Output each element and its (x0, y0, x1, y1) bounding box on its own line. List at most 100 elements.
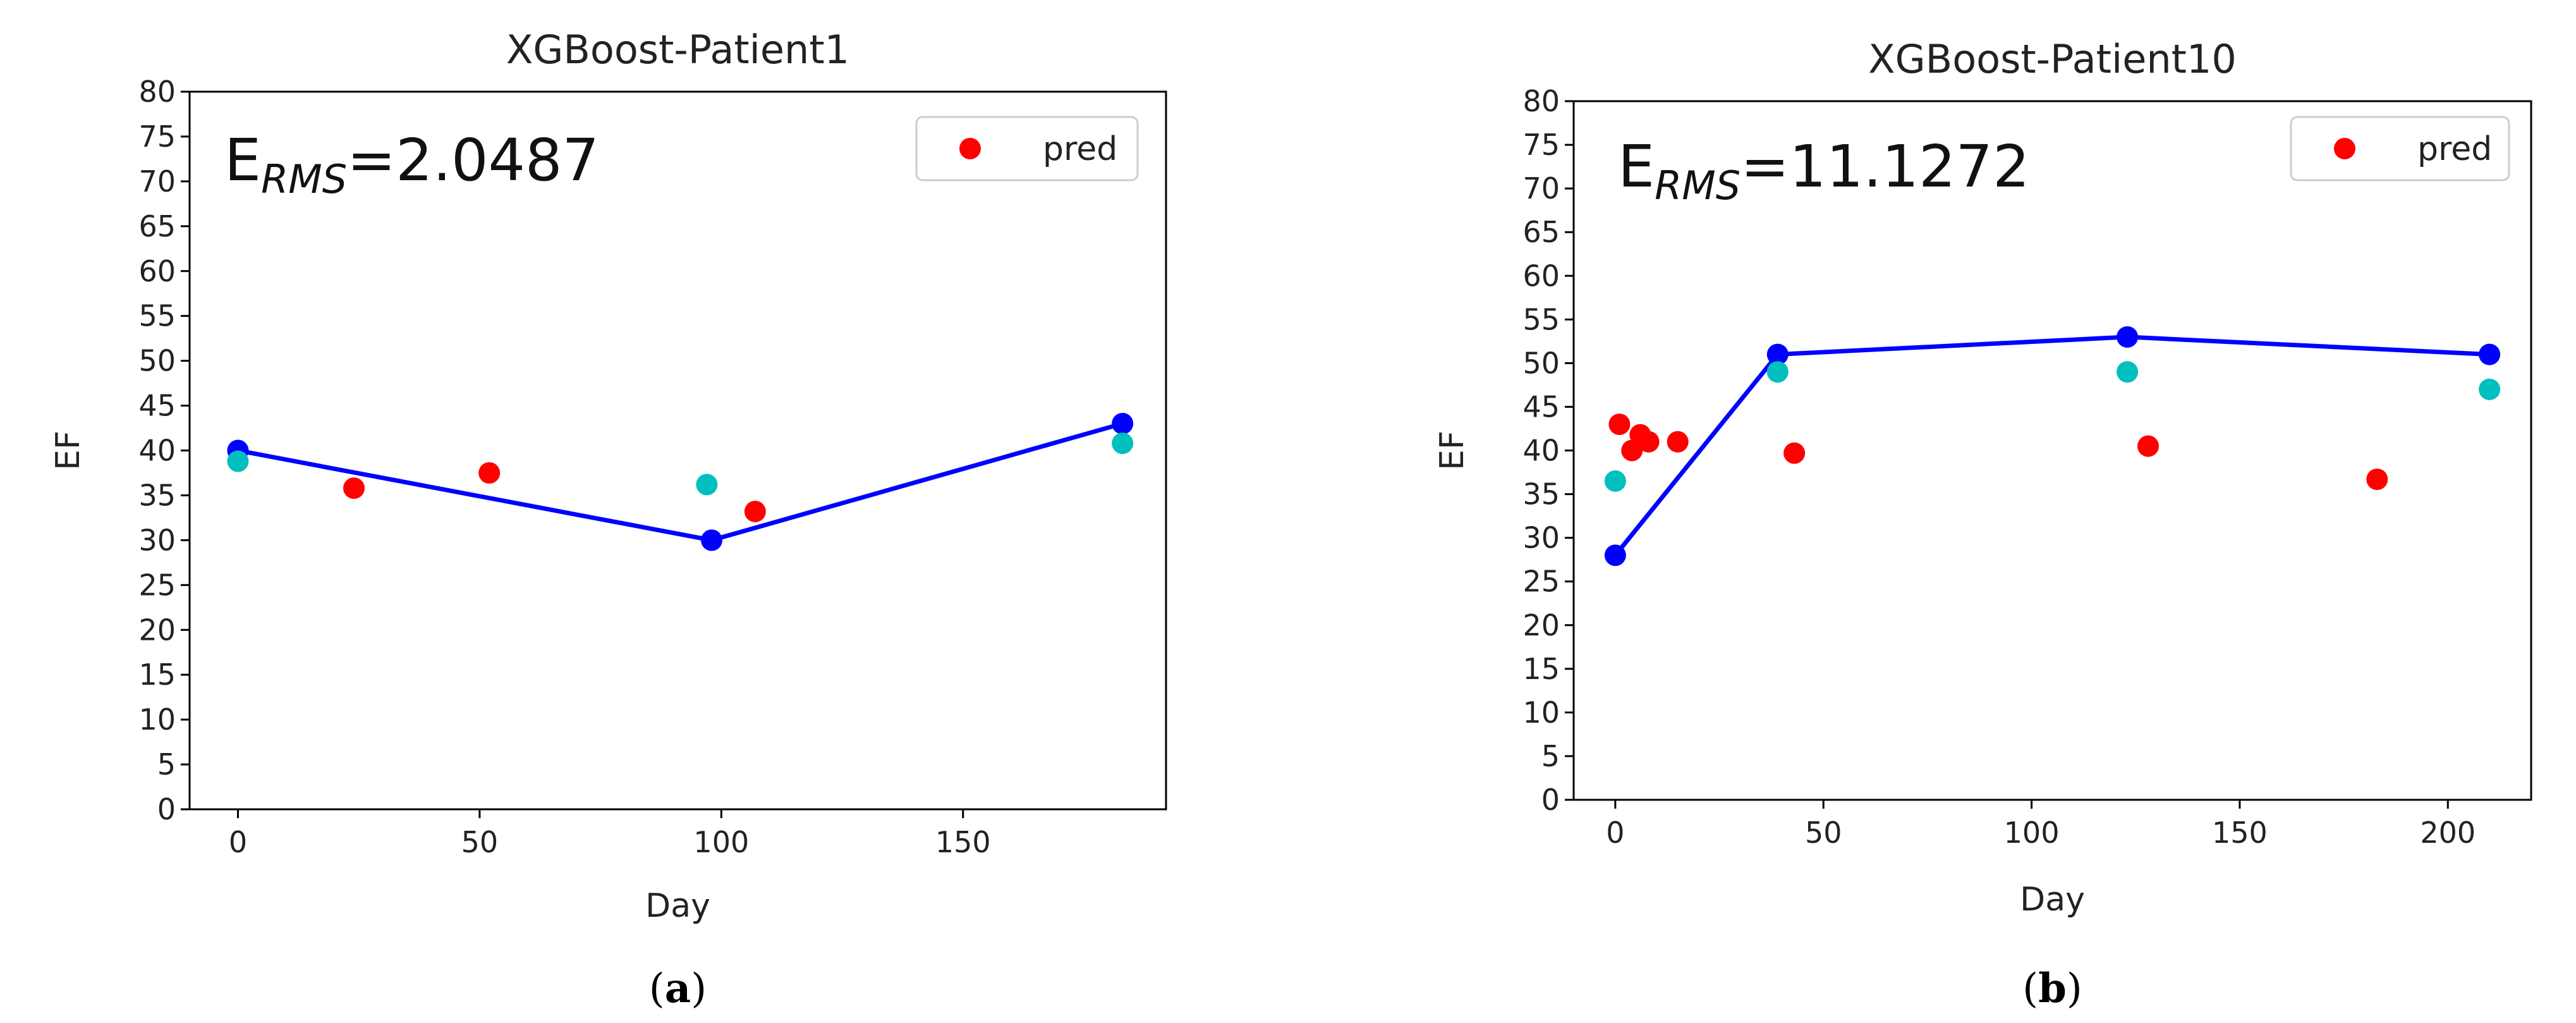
chart-title: XGBoost-Patient1 (506, 27, 849, 73)
rms-annotation: ERMS=11.1272 (1618, 133, 2030, 209)
legend-box (915, 116, 1139, 181)
rms-subscript: RMS (261, 156, 347, 202)
y-tick-label: 70 (138, 164, 176, 199)
y-tick-label: 40 (138, 434, 176, 468)
y-tick-label: 20 (138, 613, 176, 647)
x-tick-label: 100 (693, 825, 749, 859)
y-axis-label: EF (1433, 431, 1471, 470)
y-tick-label: 0 (157, 792, 176, 826)
y-tick-label: 55 (138, 299, 176, 333)
y-tick-label: 35 (1522, 477, 1560, 512)
y-tick-label: 80 (1522, 84, 1560, 118)
rms-annotation: ERMS=2.0487 (224, 126, 599, 202)
y-tick-label: 75 (1522, 128, 1560, 162)
x-axis-label: Day (645, 887, 710, 925)
legend-label: pred (1043, 130, 1117, 168)
actual-point (2117, 361, 2139, 383)
actual-point (1766, 361, 1789, 383)
legend-box (2290, 116, 2510, 181)
rms-prefix: E (1618, 133, 1655, 200)
y-tick-label: 65 (1522, 215, 1560, 249)
series-line (237, 421, 1124, 542)
pred-point (2137, 435, 2159, 457)
y-tick-label: 80 (138, 75, 176, 109)
chart-patient1: XGBoost-Patient1 0 5 10 15 20 25 30 35 40 45 50 55 60… (49, 27, 1167, 1012)
line-point (1766, 343, 1789, 365)
line-point (1604, 544, 1626, 567)
actual-point (1112, 432, 1134, 455)
rms-prefix: E (224, 126, 261, 194)
x-tick-label: 150 (2212, 816, 2268, 850)
line-point (2117, 326, 2139, 348)
caption-open: ( (649, 965, 665, 1012)
rms-value: =11.1272 (1741, 133, 2030, 200)
actual-point (227, 450, 249, 472)
legend-marker (2334, 138, 2355, 159)
panel-caption: (b) (2022, 965, 2082, 1012)
y-tick-label: 10 (138, 702, 176, 737)
y-tick-label: 15 (138, 658, 176, 692)
y-tick-label: 5 (1541, 739, 1560, 773)
line-point (1112, 412, 1134, 434)
pred-point (1783, 442, 1806, 464)
y-tick-label: 30 (1522, 521, 1560, 555)
caption-letter: a (665, 965, 691, 1012)
line-point (701, 529, 723, 551)
y-tick-label: 75 (138, 119, 176, 154)
pred-point (1667, 431, 1689, 453)
legend: pred (915, 116, 1139, 181)
x-tick-label: 0 (1606, 816, 1624, 850)
pred-point (1608, 413, 1631, 436)
y-tick-label: 10 (1522, 695, 1560, 730)
line-point (2479, 343, 2501, 365)
y-tick-label: 15 (1522, 652, 1560, 686)
x-axis-label: Day (2020, 881, 2085, 919)
y-tick-label: 55 (1522, 302, 1560, 336)
y-tick-label: 50 (138, 344, 176, 378)
rms-value: =2.0487 (347, 126, 599, 194)
y-tick-label: 45 (138, 389, 176, 423)
caption-close: ) (691, 965, 707, 1012)
y-tick-label: 65 (138, 209, 176, 243)
y-tick-label: 0 (1541, 783, 1560, 817)
x-tick-label: 100 (2004, 816, 2060, 850)
y-tick-label: 30 (138, 523, 176, 557)
y-tick-label: 20 (1522, 608, 1560, 642)
y-tick-label: 5 (157, 747, 176, 781)
pred-point (1621, 439, 1643, 462)
actual-point (2479, 378, 2501, 400)
x-tick-label: 150 (935, 825, 991, 859)
legend: pred (2290, 116, 2510, 181)
series-line (1613, 334, 2490, 557)
chart-patient10: XGBoost-Patient10 0 5 10 15 20 25 30 35 40 45 50 55 6… (1433, 36, 2532, 1012)
y-tick-label: 50 (1522, 346, 1560, 380)
legend-label: pred (2417, 130, 2492, 168)
pred-point (1637, 431, 1660, 453)
y-tick-label: 70 (1522, 171, 1560, 205)
actual-point (1604, 470, 1626, 492)
y-tick-label: 45 (1522, 389, 1560, 424)
y-tick-label: 40 (1522, 434, 1560, 468)
chart-title: XGBoost-Patient10 (1868, 36, 2237, 82)
actual-point (696, 474, 718, 496)
x-tick-label: 50 (1805, 816, 1842, 850)
y-tick-label: 60 (1522, 259, 1560, 293)
rms-subscript: RMS (1655, 162, 1741, 209)
x-tick-label: 0 (229, 825, 247, 859)
pred-point (478, 462, 501, 484)
legend-marker (959, 138, 981, 159)
panel-caption: (a) (649, 965, 707, 1012)
x-tick-label: 200 (2420, 816, 2476, 850)
caption-letter: b (2038, 965, 2067, 1012)
caption-open: ( (2022, 965, 2038, 1012)
pred-point (343, 477, 365, 499)
y-axis-label: EF (49, 431, 87, 470)
pred-point (744, 500, 766, 522)
x-tick-label: 50 (461, 825, 499, 859)
y-tick-label: 25 (138, 568, 176, 602)
y-tick-label: 25 (1522, 565, 1560, 599)
caption-close: ) (2067, 965, 2082, 1012)
y-tick-label: 35 (138, 478, 176, 512)
pred-point (2366, 469, 2388, 491)
